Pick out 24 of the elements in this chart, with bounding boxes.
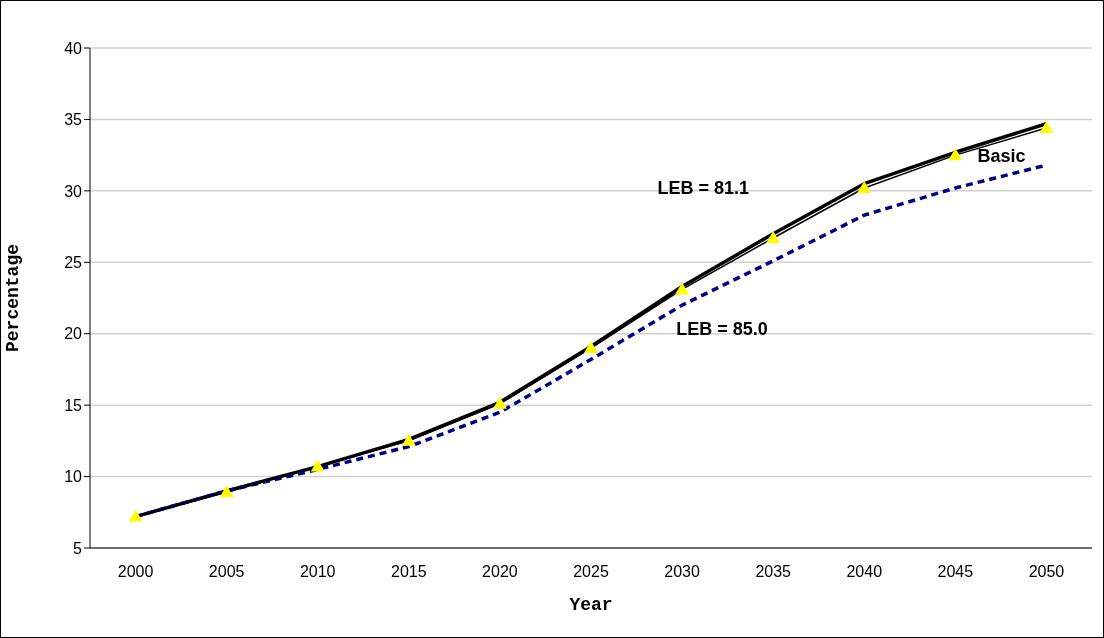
x-tick-label: 2040 [846,563,883,581]
y-axis-title: Percentage [3,243,24,353]
y-tick-label: 25 [64,253,83,271]
series-label: Basic [977,146,1026,166]
y-tick-label: 20 [64,325,83,343]
x-tick-label: 2005 [208,563,245,581]
series-label: LEB = 85.0 [676,319,768,340]
x-tick-label: 2030 [664,563,700,581]
x-tick-label: 2020 [482,563,518,581]
x-tick-label: 2045 [937,563,974,581]
text: LEB = 81.1 [657,177,749,198]
y-tick-label: 5 [73,539,83,557]
x-tick-label: 2050 [1028,563,1065,581]
x-tick-label: 2015 [391,563,427,581]
x-tick-label: 2000 [117,563,154,581]
y-tick-label: 30 [64,182,83,200]
x-tick-label: 2010 [299,563,336,581]
x-tick-label: 2035 [755,563,792,581]
x-tick-label: 2025 [573,563,609,581]
y-tick-label: 10 [64,468,83,486]
y-tick-label: 15 [64,396,83,414]
x-axis-title: Year [569,595,613,615]
y-tick-label: 35 [64,111,83,129]
y-tick-label: 40 [64,39,83,57]
